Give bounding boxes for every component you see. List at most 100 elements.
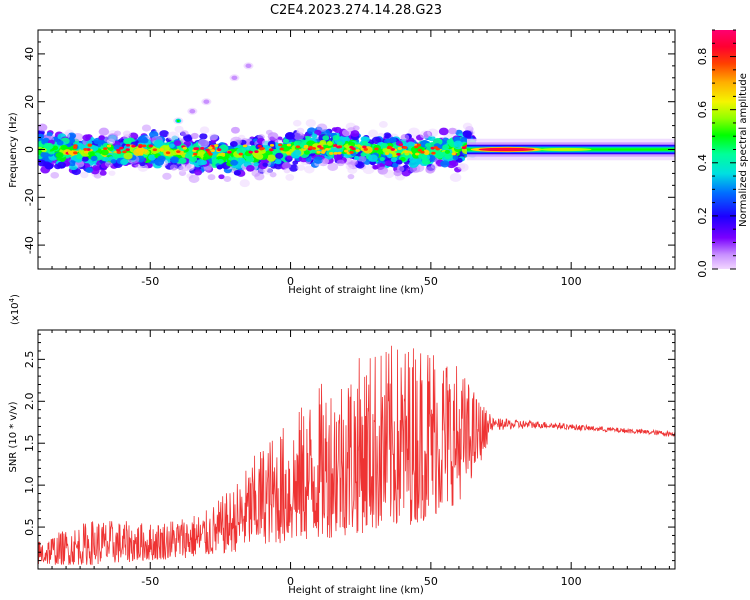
spectrogram-cell bbox=[353, 155, 360, 161]
spectrogram-cell bbox=[368, 129, 379, 138]
x-tick-label: 0 bbox=[287, 275, 294, 288]
spectrogram-peak bbox=[416, 143, 422, 147]
spectrogram-peak bbox=[208, 146, 213, 150]
spectrogram-peak bbox=[119, 146, 124, 150]
spectrogram-cell bbox=[223, 154, 230, 159]
narrow-band-peak bbox=[539, 147, 592, 152]
spectrogram-cell bbox=[332, 134, 340, 141]
spectrogram-cell bbox=[199, 126, 210, 134]
spectrogram-cell bbox=[104, 161, 113, 167]
spectrogram-peak bbox=[316, 150, 321, 154]
spectrogram-cell bbox=[377, 166, 389, 175]
spectrogram-cell bbox=[91, 145, 99, 152]
spectrogram-cell bbox=[196, 159, 205, 166]
spectrogram-cell bbox=[293, 131, 305, 141]
narrow-band-peak bbox=[478, 147, 535, 152]
spectrogram-peak bbox=[73, 144, 78, 148]
y-tick-label: 0 bbox=[23, 146, 36, 153]
spectrogram-cell bbox=[168, 143, 175, 148]
spectrogram-cell bbox=[85, 167, 94, 173]
spectrogram-cell bbox=[285, 173, 295, 181]
spectrogram-cell bbox=[296, 164, 306, 171]
spectrogram-cell bbox=[322, 135, 330, 141]
spectrogram-peak bbox=[73, 151, 78, 155]
spectrogram-cell bbox=[444, 149, 451, 154]
spectrogram-cell bbox=[408, 127, 420, 137]
spectrogram-peak bbox=[242, 144, 248, 148]
spectrogram-cell bbox=[137, 135, 148, 144]
spectrogram-cell bbox=[352, 125, 360, 131]
spectrogram-cell bbox=[190, 132, 199, 139]
spectrogram-peak bbox=[384, 152, 390, 155]
spectrogram-cell bbox=[217, 158, 224, 164]
spectrogram-cell bbox=[316, 123, 328, 132]
spectrogram-cell bbox=[113, 144, 121, 151]
spectrogram-cell bbox=[313, 156, 324, 164]
spectrogram-cell bbox=[336, 159, 345, 167]
y-tick-label: 1.0 bbox=[23, 476, 36, 494]
spectrogram-cell bbox=[45, 142, 54, 150]
spectrogram-image bbox=[38, 62, 675, 188]
spectrogram-cell bbox=[194, 169, 203, 176]
spectrogram-ticks bbox=[38, 29, 675, 270]
spectrogram-cell bbox=[38, 159, 47, 167]
spectrogram-cell bbox=[304, 150, 310, 155]
spectrogram-cell bbox=[350, 130, 360, 138]
spectrogram-peak bbox=[152, 148, 158, 152]
y-tick-label: 0.5 bbox=[23, 518, 36, 536]
spectrogram-cell bbox=[40, 151, 50, 159]
spectrogram-cell bbox=[50, 171, 60, 179]
x-tick-label: 50 bbox=[424, 275, 438, 288]
spectrogram-cell bbox=[326, 141, 333, 146]
spectrogram-cell bbox=[286, 155, 293, 160]
spectrogram-peak bbox=[67, 151, 73, 155]
spectrogram-x-tick-labels: -50 0 50 100 bbox=[141, 275, 581, 288]
spectrogram-peak bbox=[386, 146, 392, 150]
spectrogram-cell bbox=[292, 160, 299, 165]
spectrogram-peak bbox=[238, 152, 243, 156]
spectrogram-peak bbox=[420, 150, 425, 154]
spectrogram-cell bbox=[337, 140, 343, 146]
spectrogram-cell bbox=[293, 140, 303, 148]
spectrogram-cell bbox=[275, 152, 284, 159]
spectrogram-cell bbox=[60, 144, 68, 151]
spectrogram-cell bbox=[218, 174, 225, 180]
x-tick-label: 100 bbox=[561, 575, 582, 588]
spectrogram-cell bbox=[233, 170, 242, 176]
spectrogram-peak bbox=[414, 145, 419, 149]
spectrogram-peak bbox=[349, 151, 354, 154]
spectrogram-peak bbox=[363, 147, 368, 151]
figure-title: C2E4.2023.274.14.28.G23 bbox=[270, 3, 442, 18]
spectrogram-peak bbox=[260, 147, 265, 150]
spectrogram-cell bbox=[239, 179, 250, 188]
y-tick-label: 20 bbox=[23, 95, 36, 109]
snr-y-scale-label: (x104) bbox=[8, 294, 21, 325]
spectrogram-cell bbox=[440, 160, 450, 168]
spectrogram-cell bbox=[293, 149, 302, 157]
spectrogram-peak bbox=[433, 146, 438, 149]
snr-y-axis-label: SNR (10 * v/v) bbox=[8, 401, 19, 472]
spectrogram-peak bbox=[125, 148, 130, 152]
spectrogram-cell bbox=[189, 156, 198, 163]
spectrogram-cell bbox=[208, 133, 218, 141]
y-tick-label: -40 bbox=[23, 236, 36, 254]
spectrogram-cell bbox=[368, 154, 378, 162]
spectrogram-panel: -50 0 50 100 -40 -20 0 20 40 Height of straight… bbox=[8, 29, 676, 296]
snr-ticks bbox=[38, 330, 675, 569]
spectrogram-peak bbox=[200, 147, 205, 150]
spectrogram-cell bbox=[390, 157, 398, 163]
spectrogram-cell bbox=[236, 147, 246, 155]
spectrogram-cell bbox=[223, 176, 232, 182]
spectrogram-cell bbox=[255, 153, 264, 160]
spectrogram-peak bbox=[165, 151, 171, 155]
spectrogram-cell bbox=[141, 124, 152, 132]
spectrogram-cell bbox=[185, 163, 195, 171]
spectrogram-cell bbox=[216, 164, 223, 170]
spectrogram-peak bbox=[106, 144, 112, 148]
spectrogram-cell bbox=[400, 134, 410, 141]
spectrogram-cell bbox=[262, 162, 268, 167]
spurious-cell bbox=[176, 119, 180, 123]
spectrogram-peak bbox=[355, 149, 360, 152]
snr-y-scale-exponent: 4 bbox=[8, 297, 16, 302]
spectrogram-peak bbox=[349, 145, 354, 149]
